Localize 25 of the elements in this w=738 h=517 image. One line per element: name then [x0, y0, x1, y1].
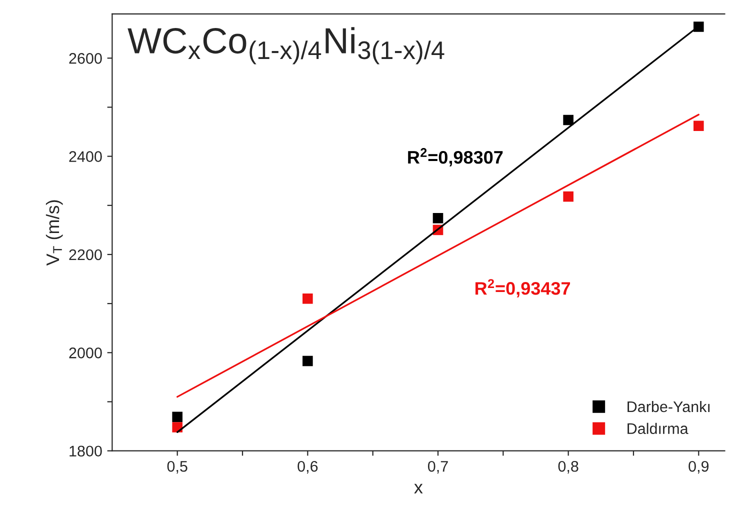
- x-tick-label: 0,5: [167, 460, 188, 474]
- annotation: R$^{2}$=0,93437: [475, 279, 570, 298]
- y-tick-label: 2200: [69, 249, 102, 260]
- point: [432, 213, 444, 224]
- y-tick-label: 2000: [69, 348, 102, 358]
- point: [302, 294, 313, 304]
- point: [563, 114, 574, 126]
- point: [302, 356, 313, 366]
- y-tick-label: 1800: [70, 446, 102, 457]
- point: [172, 412, 182, 422]
- x-tick-label: 0,9: [688, 460, 709, 474]
- legend-label: Darbe-Yankı: [628, 400, 710, 412]
- y-tick-label: 2400: [69, 151, 102, 162]
- x-tick-label: 0,7: [428, 460, 448, 474]
- point: [694, 22, 704, 32]
- chart-title: WC$_{x}$Co$_{(1-x)/4}$Ni$_{3(1-x)/4}$: [128, 27, 444, 64]
- x-tick-label: 0,6: [298, 460, 318, 474]
- point: [694, 120, 704, 132]
- y-tick-label: 2600: [69, 53, 102, 64]
- x-axis-title: x: [414, 484, 423, 494]
- point: [563, 191, 574, 202]
- x-tick-label: 0,8: [558, 460, 578, 474]
- annotation: R$^{2}$=0,98307: [408, 148, 503, 166]
- y-axis-title: V$_{T}$ (m/s): [46, 200, 63, 266]
- legend-label: Daldırma: [628, 422, 688, 434]
